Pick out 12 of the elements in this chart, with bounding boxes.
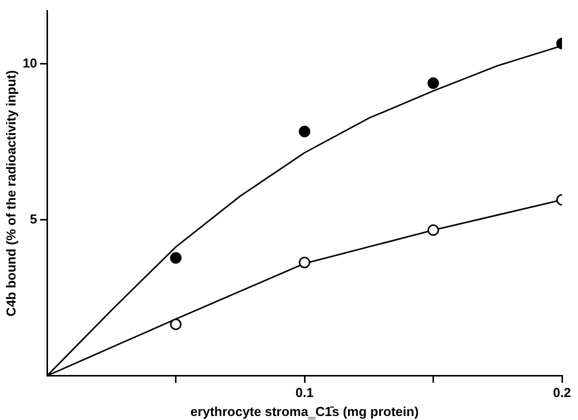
x-tick-label: 0.1 bbox=[295, 385, 314, 400]
point bbox=[428, 224, 440, 236]
x-axis-title: erythrocyte stroma‗C1̄s (mg protein) bbox=[190, 404, 419, 420]
y-tick-label: 5 bbox=[30, 211, 38, 226]
point bbox=[428, 77, 440, 89]
point bbox=[170, 318, 182, 330]
point bbox=[298, 256, 310, 268]
point bbox=[170, 252, 182, 264]
y-tick-label: 10 bbox=[22, 55, 38, 70]
point bbox=[298, 126, 310, 138]
x-tick-label: 0.2 bbox=[552, 385, 572, 400]
y-axis-title: C4b bound (% of the radioactivity input) bbox=[3, 70, 18, 316]
